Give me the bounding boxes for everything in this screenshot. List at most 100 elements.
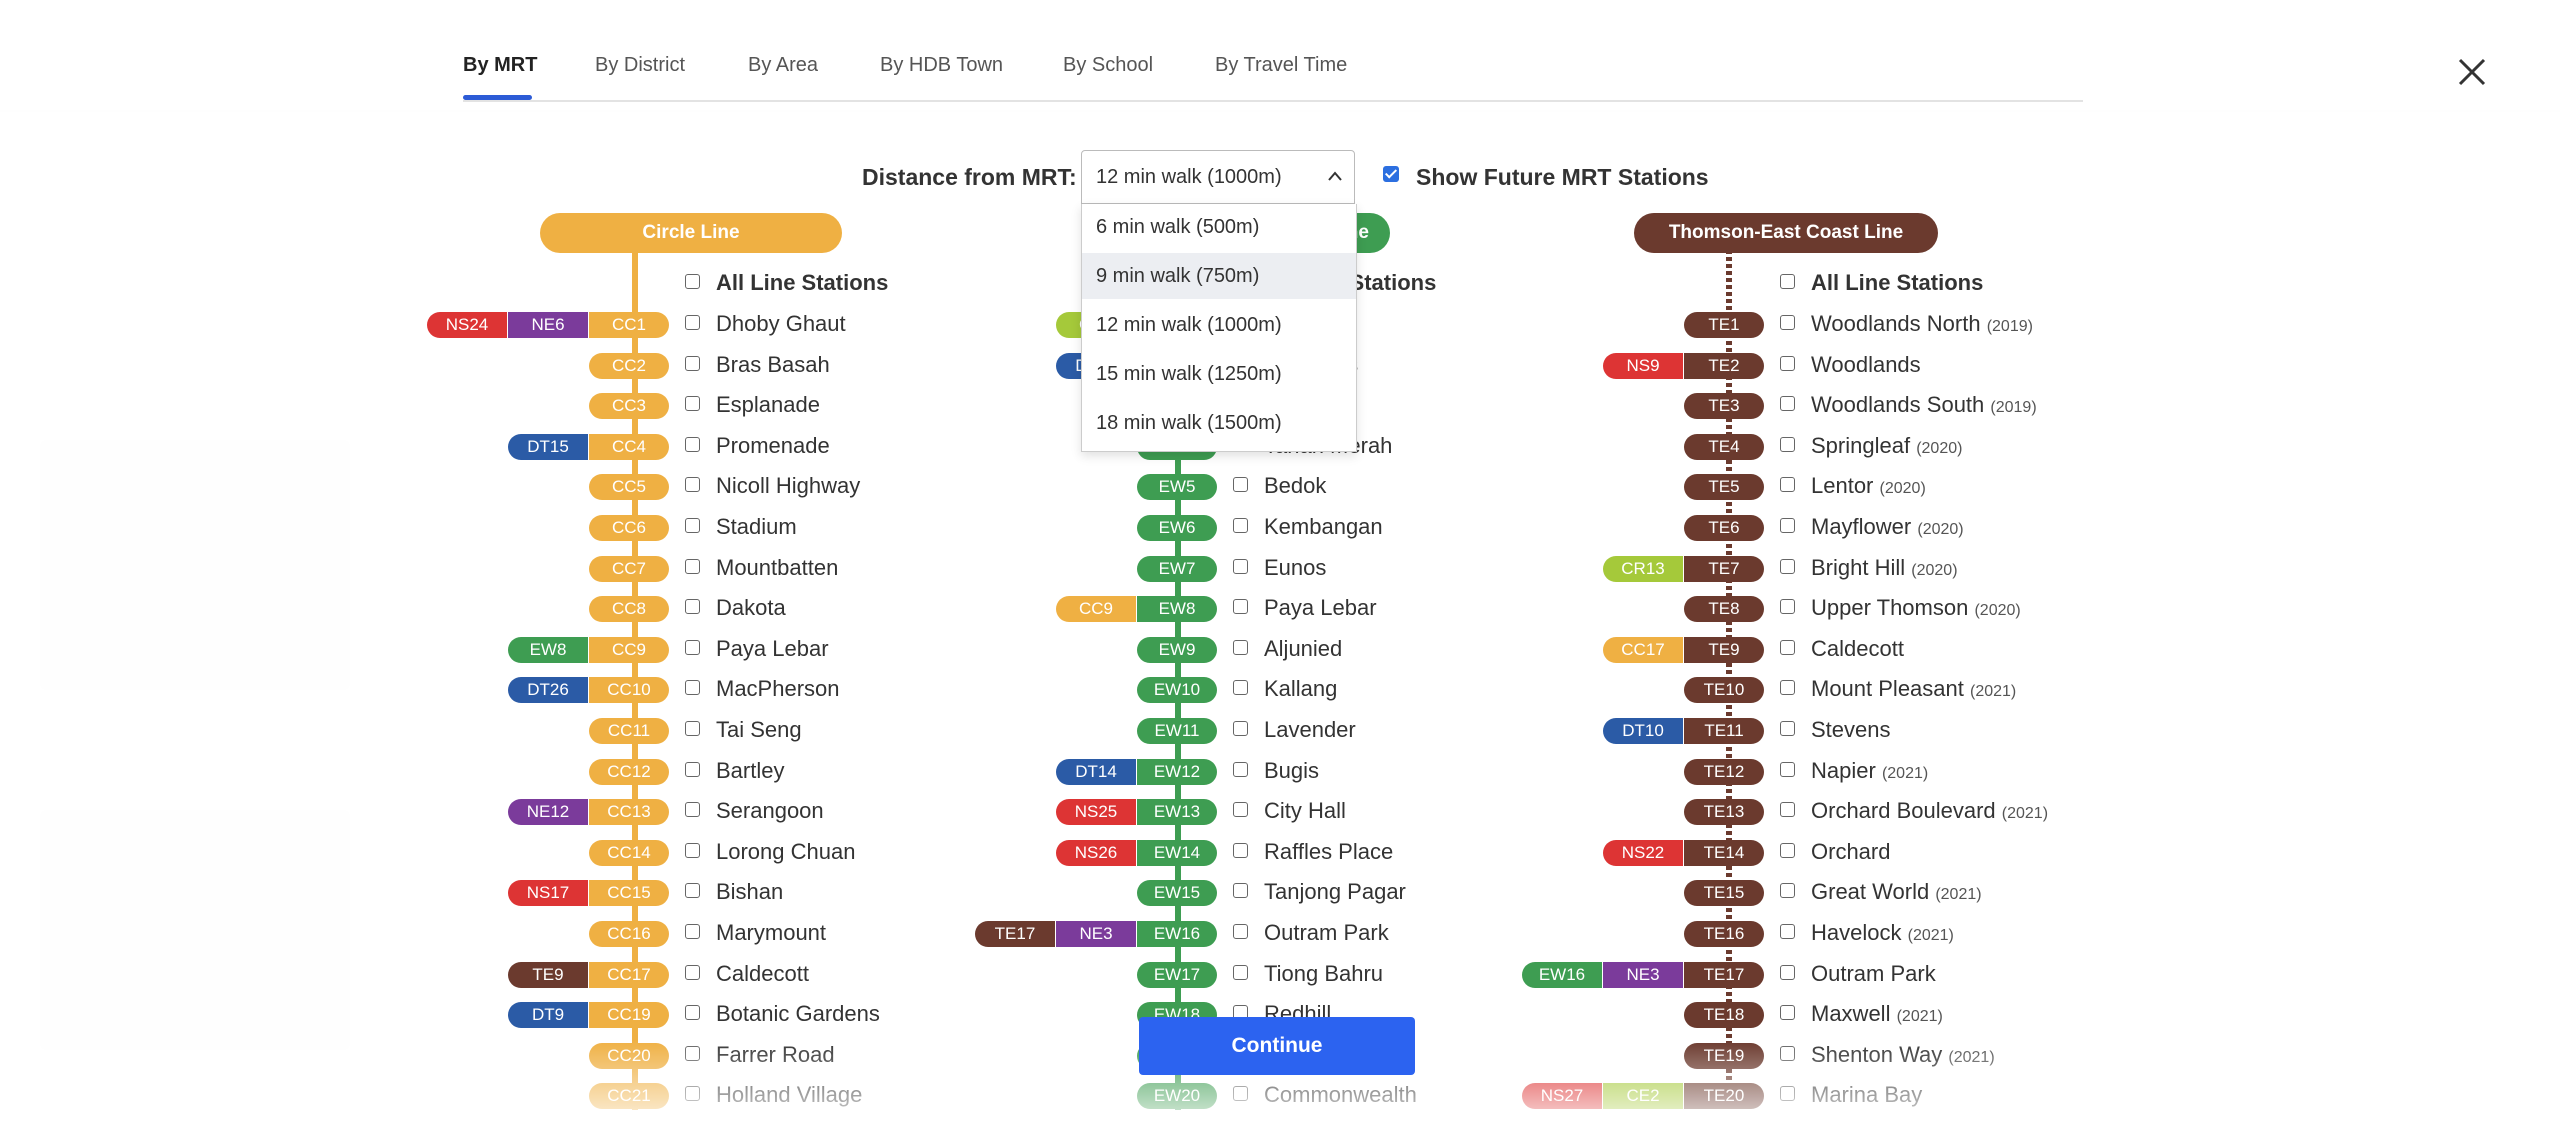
station-checkbox[interactable] (1780, 842, 1795, 858)
station-checkbox[interactable] (1233, 883, 1248, 899)
station-row[interactable]: DT26 CC10 MacPherson (0, 673, 2560, 704)
station-checkbox[interactable] (685, 599, 700, 615)
station-checkbox[interactable] (1780, 599, 1795, 615)
station-checkbox[interactable] (685, 639, 700, 655)
distance-option[interactable]: 12 min walk (1000m) (1082, 302, 1356, 348)
station-checkbox[interactable] (1780, 1005, 1795, 1021)
station-checkbox[interactable] (1233, 761, 1248, 777)
station-checkbox[interactable] (1233, 802, 1248, 818)
station-row[interactable]: CC9 EW8 Paya Lebar (0, 592, 2560, 623)
station-checkbox[interactable] (1780, 355, 1795, 371)
station-checkbox[interactable] (685, 883, 700, 899)
station-row[interactable]: EW15 Tanjong Pagar (0, 876, 2560, 907)
station-checkbox[interactable] (1780, 802, 1795, 818)
station-row[interactable]: TE8 Upper Thomson (2020) (0, 592, 2560, 623)
station-row[interactable]: TE10 Mount Pleasant (2021) (0, 673, 2560, 704)
station-checkbox[interactable] (1780, 680, 1795, 696)
close-button[interactable] (2452, 52, 2492, 92)
distance-option[interactable]: 9 min walk (750m) (1082, 253, 1356, 299)
station-row[interactable]: EW11 Lavender (0, 714, 2560, 744)
station-checkbox[interactable] (685, 924, 700, 939)
tab-by-school[interactable]: By School (1063, 54, 1153, 77)
station-row[interactable]: TE17 NE3 EW16 Outram Park (0, 917, 2560, 947)
station-checkbox[interactable] (685, 355, 700, 371)
future-stations-checkbox[interactable] (1383, 166, 1399, 182)
station-checkbox[interactable] (685, 315, 700, 330)
station-row[interactable]: TE6 Mayflower (2020) (0, 511, 2560, 541)
station-row[interactable]: TE15 Great World (2021) (0, 876, 2560, 907)
station-checkbox[interactable] (1780, 721, 1795, 736)
station-checkbox[interactable] (1780, 924, 1795, 939)
station-checkbox[interactable] (1780, 883, 1795, 899)
station-row[interactable]: NS22 TE14 Orchard (0, 836, 2560, 866)
all-stations-checkbox[interactable] (685, 274, 700, 290)
all-stations-checkbox[interactable] (1780, 274, 1795, 290)
distance-option[interactable]: 6 min walk (500m) (1082, 204, 1356, 250)
station-checkbox[interactable] (1780, 639, 1795, 655)
station-row[interactable]: NE12 CC13 Serangoon (0, 795, 2560, 826)
station-row[interactable]: NS17 CC15 Bishan (0, 876, 2560, 907)
station-checkbox[interactable] (685, 842, 700, 858)
station-checkbox[interactable] (1233, 924, 1248, 939)
station-row[interactable]: CC5 Nicoll Highway (0, 470, 2560, 501)
station-row[interactable]: CC21 Holland Village (0, 1079, 2560, 1110)
station-checkbox[interactable] (1780, 1045, 1795, 1061)
distance-select[interactable]: 12 min walk (1000m) (1081, 150, 1355, 204)
station-row[interactable]: DT14 EW12 Bugis (0, 755, 2560, 785)
station-checkbox[interactable] (1233, 477, 1248, 493)
station-checkbox[interactable] (1233, 842, 1248, 858)
station-row[interactable]: CC8 Dakota (0, 592, 2560, 623)
station-row[interactable]: NS27 CE2 TE20 Marina Bay (0, 1079, 2560, 1110)
station-row[interactable]: NS25 EW13 City Hall (0, 795, 2560, 826)
station-row[interactable]: TE5 Lentor (2020) (0, 470, 2560, 501)
station-row[interactable]: CC17 TE9 Caldecott (0, 633, 2560, 663)
station-checkbox[interactable] (1233, 721, 1248, 736)
tab-by-mrt[interactable]: By MRT (463, 54, 537, 77)
station-row[interactable]: EW17 Tiong Bahru (0, 958, 2560, 988)
tab-by-area[interactable]: By Area (748, 54, 818, 77)
station-checkbox[interactable] (685, 761, 700, 777)
station-checkbox[interactable] (1233, 518, 1248, 533)
station-row[interactable]: CC12 Bartley (0, 755, 2560, 785)
station-checkbox[interactable] (1780, 1086, 1795, 1102)
station-row[interactable]: DT10 TE11 Stevens (0, 714, 2560, 744)
station-row[interactable]: CR13 TE7 Bright Hill (2020) (0, 552, 2560, 582)
station-row[interactable]: CC6 Stadium (0, 511, 2560, 541)
continue-button[interactable]: Continue (1139, 1017, 1415, 1075)
station-row[interactable]: NS26 EW14 Raffles Place (0, 836, 2560, 866)
station-checkbox[interactable] (685, 1045, 700, 1061)
station-row[interactable]: EW7 Eunos (0, 552, 2560, 582)
station-row[interactable]: EW8 CC9 Paya Lebar (0, 633, 2560, 663)
station-row[interactable]: CC16 Marymount (0, 917, 2560, 947)
station-checkbox[interactable] (1780, 436, 1795, 452)
tab-by-hdb-town[interactable]: By HDB Town (880, 54, 1003, 77)
station-checkbox[interactable] (685, 436, 700, 452)
station-row[interactable]: CC11 Tai Seng (0, 714, 2560, 744)
station-row[interactable]: TE9 CC17 Caldecott (0, 958, 2560, 988)
station-row[interactable]: EW16 NE3 TE17 Outram Park (0, 958, 2560, 988)
distance-option[interactable]: 18 min walk (1500m) (1082, 400, 1356, 446)
station-checkbox[interactable] (685, 518, 700, 533)
station-checkbox[interactable] (685, 396, 700, 412)
station-row[interactable]: EW5 Bedok (0, 470, 2560, 501)
station-checkbox[interactable] (685, 802, 700, 818)
station-checkbox[interactable] (685, 1005, 700, 1021)
station-checkbox[interactable] (1780, 518, 1795, 533)
station-row[interactable]: TE12 Napier (2021) (0, 755, 2560, 785)
station-checkbox[interactable] (685, 721, 700, 736)
station-row[interactable]: TE13 Orchard Boulevard (2021) (0, 795, 2560, 826)
station-checkbox[interactable] (1233, 639, 1248, 655)
station-row[interactable]: EW10 Kallang (0, 673, 2560, 704)
station-checkbox[interactable] (1233, 1086, 1248, 1102)
station-row[interactable]: CC7 Mountbatten (0, 552, 2560, 582)
station-checkbox[interactable] (685, 477, 700, 493)
station-checkbox[interactable] (1780, 315, 1795, 330)
station-row[interactable]: TE16 Havelock (2021) (0, 917, 2560, 947)
station-checkbox[interactable] (1233, 964, 1248, 980)
station-checkbox[interactable] (685, 1086, 700, 1102)
station-checkbox[interactable] (1233, 558, 1248, 574)
station-row[interactable]: EW20 Commonwealth (0, 1079, 2560, 1110)
station-checkbox[interactable] (685, 558, 700, 574)
distance-option[interactable]: 15 min walk (1250m) (1082, 351, 1356, 397)
station-checkbox[interactable] (1780, 964, 1795, 980)
